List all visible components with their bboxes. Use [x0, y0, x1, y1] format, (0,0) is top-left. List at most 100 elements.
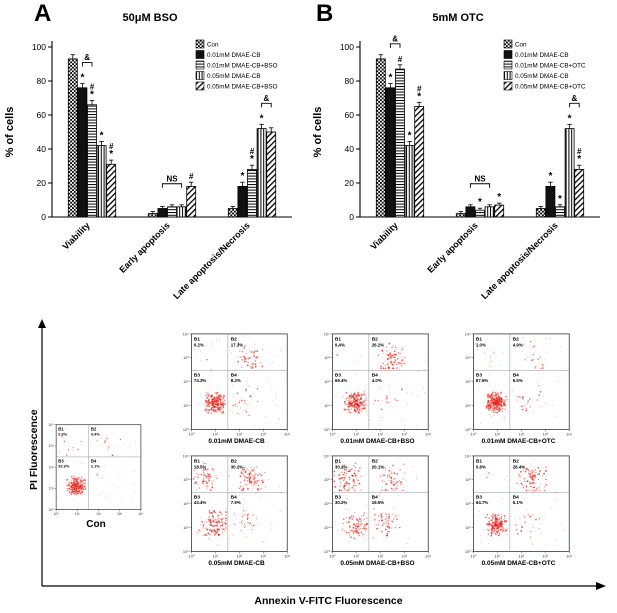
y-tick-label: 0 — [349, 212, 354, 222]
quadrant-percent: 69.4% — [335, 378, 348, 383]
bar — [404, 145, 415, 218]
y-tick-label: 100 — [32, 42, 46, 52]
scatter-dots — [477, 458, 565, 546]
y-tick-label: 20 — [345, 178, 355, 188]
y-axis-label: % of cells — [4, 107, 16, 158]
quadrant-name: B2 — [372, 459, 378, 465]
significance-mark: * — [417, 91, 421, 102]
flow-y-tick: 10³ — [324, 356, 330, 360]
quadrant-name: B1 — [476, 337, 482, 343]
legend-swatch — [503, 39, 513, 49]
flow-y-tick: 10¹ — [49, 487, 55, 491]
flow-x-tick: 10¹ — [354, 555, 360, 559]
flow-x-tick: 10⁴ — [425, 433, 431, 437]
flow-y-tick: 10⁴ — [183, 332, 189, 336]
bar — [574, 168, 585, 218]
y-tick-label: 40 — [345, 144, 355, 154]
flow-x-tick: 10² — [378, 433, 384, 437]
flow-plot-label: Con — [86, 519, 106, 530]
bar — [106, 163, 117, 218]
quadrant-name: B3 — [335, 494, 341, 500]
significance-mark: * — [548, 171, 552, 182]
flow-plot-label: 0.05mM DMAE-CB — [208, 560, 265, 567]
bracket-label: & — [572, 94, 578, 103]
quadrant-percent: 6.1% — [513, 500, 523, 505]
flow-y-tick: 10² — [183, 502, 189, 506]
flow-x-tick: 10¹ — [75, 512, 81, 516]
significance-mark: * — [90, 90, 94, 101]
bar — [475, 209, 485, 218]
quadrant-name: B4 — [372, 372, 378, 378]
bar — [77, 87, 88, 218]
legend-label: 0.05mM DMAE-CB+OTC — [515, 84, 586, 91]
flow-y-tick: 10¹ — [183, 526, 189, 530]
legend-swatch — [195, 81, 205, 91]
quadrant-name: B4 — [91, 458, 97, 463]
flow-x-tick: 10⁴ — [566, 555, 572, 559]
flow-y-tick: 10⁰ — [324, 550, 330, 554]
flow-x-tick: 10³ — [261, 433, 267, 437]
category-label: Viability — [368, 220, 399, 251]
flow-x-tick: 10¹ — [354, 433, 360, 437]
flow-y-tick: 10¹ — [465, 404, 471, 408]
flow-cytometry-section: PI Fluorescence Annexin V-FITC Fluoresce… — [0, 318, 617, 613]
flow-y-tick: 10⁰ — [465, 550, 471, 554]
flow-x-tick: 10⁴ — [425, 555, 431, 559]
flow-y-tick: 10² — [183, 380, 189, 384]
flow-y-tick: 10³ — [465, 356, 471, 360]
flow-plot-label: 0.01mM DMAE-CB — [208, 438, 265, 445]
quadrant-percent: 8.2% — [231, 378, 241, 383]
bar-chart-bso: 50μM BSO % of cells 0 20 40 60 80 100 Viability E… — [4, 12, 292, 301]
quadrant-percent: 87.6% — [476, 378, 489, 383]
significance-mark: * — [100, 130, 104, 141]
flow-y-tick: 10⁰ — [183, 428, 189, 432]
category-label: Late apoptosis/Necrosis — [479, 220, 560, 301]
flow-x-tick: 10³ — [261, 555, 267, 559]
bar — [67, 58, 78, 218]
quadrant-percent: 92.9% — [58, 464, 70, 469]
quadrant-name: B1 — [335, 459, 341, 465]
y-tick-label: 60 — [345, 110, 355, 120]
bracket-label: & — [392, 34, 398, 43]
chart-title: 50μM BSO — [122, 12, 177, 24]
right-arrowhead-icon — [596, 582, 606, 590]
flow-x-tick: 10⁰ — [471, 433, 477, 437]
flow-y-tick: 10¹ — [324, 404, 330, 408]
flow-y-tick: 10² — [324, 502, 330, 506]
flow-x-tick: 10⁴ — [138, 512, 144, 516]
y-tick-label: 20 — [37, 178, 47, 188]
flow-x-tick: 10⁴ — [566, 433, 572, 437]
flow-y-tick: 10⁴ — [324, 454, 330, 458]
bar — [87, 104, 97, 218]
flow-plot-label: 0.05mM DMAE-CB+BSO — [340, 560, 415, 567]
flow-plot-con: 10⁰ 10⁰ 10¹ 10¹ 10² 10² 10³ 10³ 10⁴ 10⁴ B1 2.6% B2 3.… — [46, 423, 146, 530]
legend-label: Con — [515, 42, 527, 49]
bar — [545, 185, 556, 218]
quadrant-percent: 4.9% — [513, 342, 523, 347]
quadrant-name: B4 — [513, 494, 519, 500]
scatter-dots — [57, 426, 137, 507]
bar — [494, 204, 505, 218]
y-tick-label: 100 — [340, 42, 354, 52]
flow-y-tick: 10³ — [183, 356, 189, 360]
flow-x-tick: 10⁴ — [284, 555, 290, 559]
legend-label: 0.01mM DMAE-CB — [207, 52, 261, 59]
y-tick-label: 0 — [41, 212, 46, 222]
legend-label: 0.01mM DMAE-CB+BSO — [207, 63, 278, 70]
bar-chart-otc: 5mM OTC % of cells 0 20 40 60 80 100 Viability Ea… — [312, 12, 600, 301]
bar — [375, 58, 386, 218]
flow-y-tick: 10¹ — [183, 404, 189, 408]
significance-mark: # — [109, 142, 114, 151]
legend-swatch — [195, 71, 205, 80]
flow-x-tick: 10¹ — [213, 433, 219, 437]
legend-swatch — [503, 71, 513, 80]
significance-mark: * — [408, 130, 412, 141]
bar — [535, 208, 546, 218]
quadrant-percent: 17.3% — [231, 342, 244, 347]
quadrant-percent: 1.0% — [476, 342, 486, 347]
